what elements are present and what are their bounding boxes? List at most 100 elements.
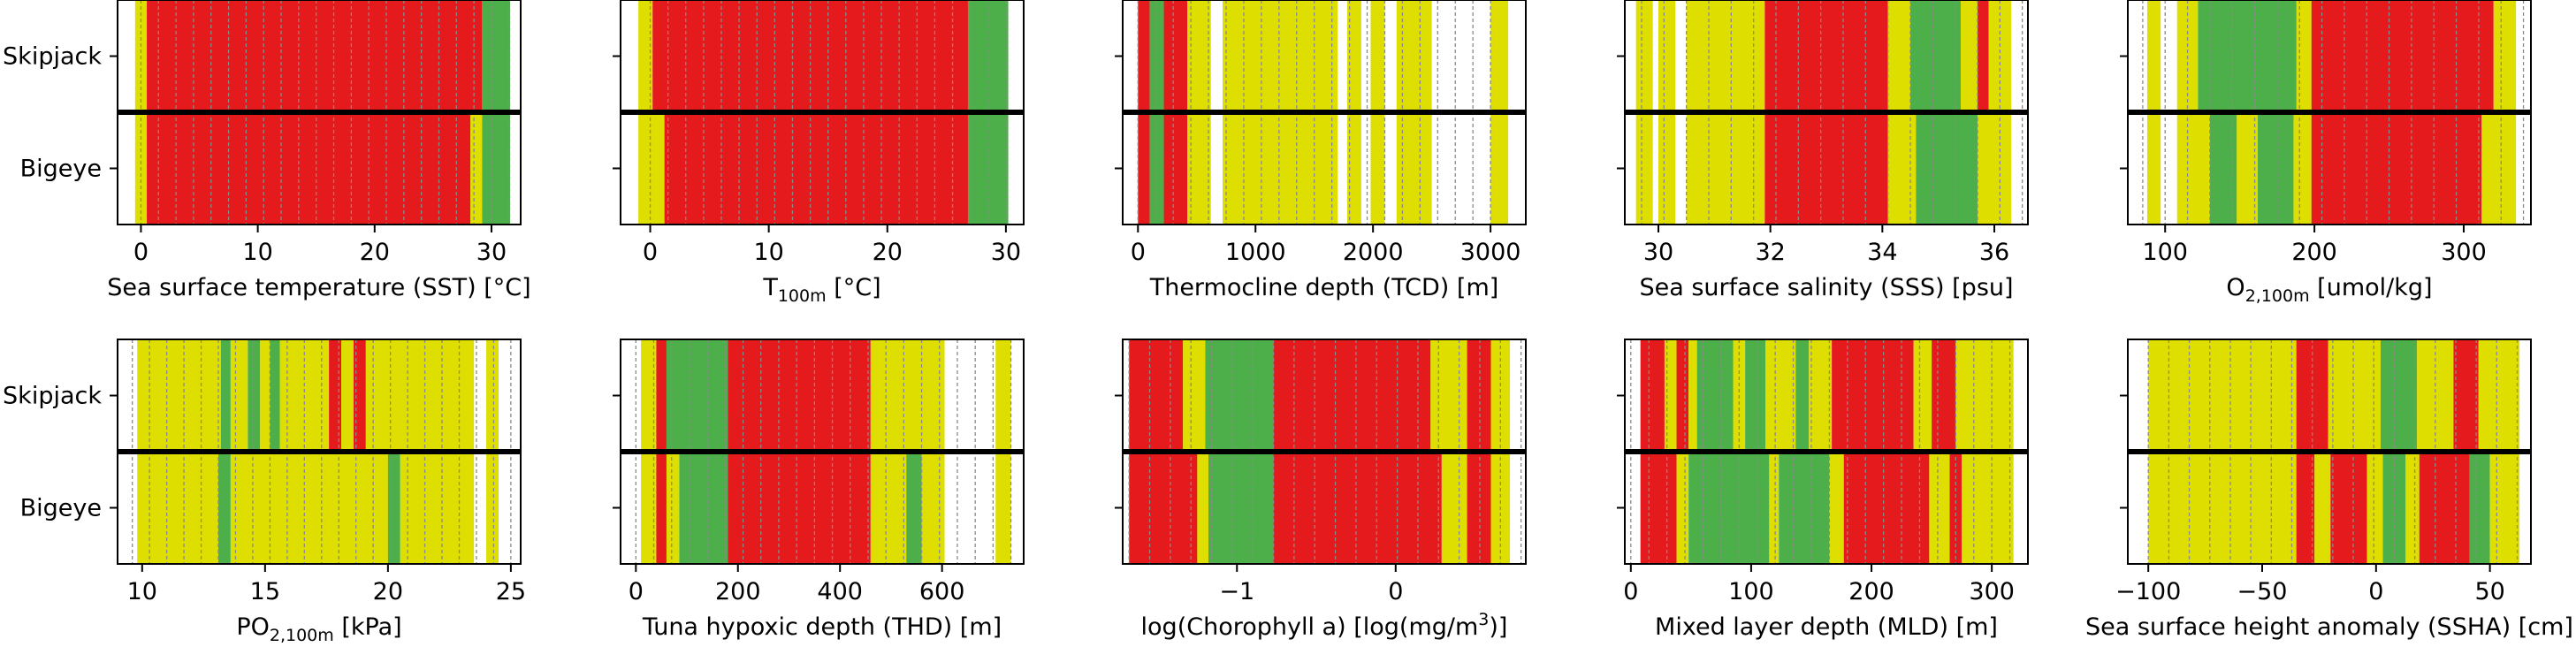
- band-skipjack-yellow: [1809, 339, 1833, 452]
- row-label-skipjack: Skipjack: [3, 43, 102, 71]
- band-skipjack-yellow: [870, 339, 945, 452]
- x-axis-label: Mixed layer depth (MLD) [m]: [1655, 613, 1998, 641]
- band-bigeye-yellow: [1769, 452, 1780, 564]
- band-bigeye-red: [147, 112, 471, 225]
- band-bigeye-yellow: [1197, 452, 1208, 564]
- band-skipjack-green: [2198, 0, 2297, 112]
- band-skipjack-yellow: [1223, 0, 1338, 112]
- band-skipjack-green: [220, 339, 231, 452]
- band-bigeye-green: [1779, 452, 1830, 564]
- band-bigeye-yellow: [2489, 452, 2520, 564]
- band-bigeye-yellow: [1686, 112, 1765, 225]
- band-skipjack-yellow: [230, 339, 248, 452]
- x-tick-label: 25: [496, 578, 526, 605]
- band-bigeye-yellow: [1223, 112, 1338, 225]
- band-bigeye-red: [2311, 112, 2482, 225]
- band-bigeye-green: [387, 452, 400, 564]
- band-skipjack-yellow: [1961, 0, 1978, 112]
- band-bigeye-green: [2257, 112, 2294, 225]
- band-skipjack-yellow: [2148, 339, 2297, 452]
- plot-frame: [620, 0, 1025, 225]
- band-skipjack-green: [1745, 339, 1766, 452]
- band-skipjack-yellow: [1658, 0, 1675, 112]
- band-skipjack-yellow: [641, 339, 657, 452]
- band-skipjack-red: [353, 339, 366, 452]
- band-skipjack-red: [656, 339, 667, 452]
- band-bigeye-yellow: [2146, 112, 2161, 225]
- band-bigeye-yellow: [1962, 452, 2014, 564]
- x-tick-label: 15: [250, 578, 280, 605]
- band-skipjack-yellow: [1664, 339, 1677, 452]
- band-bigeye-yellow: [1887, 112, 1917, 225]
- plot-frame: [1624, 339, 2029, 565]
- band-skipjack-yellow: [1887, 0, 1910, 112]
- band-bigeye-red: [2419, 452, 2470, 564]
- band-bigeye-yellow: [1978, 112, 2011, 225]
- band-bigeye-green: [2469, 452, 2490, 564]
- x-tick-label: 36: [1979, 239, 2009, 266]
- x-tick-label: 0: [1388, 578, 1403, 605]
- band-skipjack-yellow: [260, 339, 271, 452]
- band-bigeye-yellow: [470, 112, 483, 225]
- band-skipjack-yellow: [2146, 0, 2161, 112]
- band-bigeye-yellow: [2293, 112, 2312, 225]
- band-bigeye-green: [679, 452, 728, 564]
- x-axis-label: PO2,100m [kPa]: [236, 613, 401, 645]
- x-tick-label: 0: [133, 239, 149, 266]
- band-bigeye-red: [1138, 112, 1150, 225]
- x-axis-label: Thermocline depth (TCD) [m]: [1149, 274, 1499, 301]
- band-skipjack-yellow: [365, 339, 475, 452]
- band-bigeye-red: [1163, 112, 1188, 225]
- band-bigeye-red: [1640, 452, 1677, 564]
- band-skipjack-green: [1910, 0, 1961, 112]
- x-axis-label: O2,100m [umol/kg]: [2226, 274, 2432, 306]
- band-skipjack-red: [147, 0, 483, 112]
- band-bigeye-yellow: [1929, 452, 1950, 564]
- band-skipjack-red: [1932, 339, 1956, 452]
- band-skipjack-red: [1273, 339, 1431, 452]
- band-bigeye-yellow: [666, 452, 680, 564]
- x-tick-label: 2000: [1343, 239, 1404, 266]
- chart-panel-4: 30 32 34 36 Sea surface salinity (SSS) [psu]: [1617, 0, 2029, 301]
- band-skipjack-yellow: [1183, 339, 1206, 452]
- band-bigeye-yellow: [638, 112, 665, 225]
- plot-frame: [2127, 339, 2532, 565]
- band-skipjack-red: [2453, 339, 2479, 452]
- chart-panel-2: 0 10 20 30 T100m [°C]: [613, 0, 1025, 306]
- band-bigeye-yellow: [230, 452, 388, 564]
- band-skipjack-yellow: [1346, 0, 1361, 112]
- band-skipjack-yellow: [1955, 339, 2014, 452]
- band-bigeye-green: [1208, 452, 1274, 564]
- band-skipjack-yellow: [638, 0, 653, 112]
- x-tick-label: 200: [1848, 578, 1894, 605]
- band-bigeye-yellow: [2176, 112, 2210, 225]
- band-bigeye-green: [1916, 112, 1978, 225]
- band-skipjack-yellow: [2328, 339, 2381, 452]
- row-label-bigeye: Bigeye: [20, 156, 102, 183]
- band-skipjack-red: [1676, 339, 1689, 452]
- band-bigeye-red: [1467, 452, 1491, 564]
- band-skipjack-green: [248, 339, 261, 452]
- band-skipjack-yellow: [1635, 0, 1653, 112]
- band-bigeye-yellow: [486, 452, 499, 564]
- x-tick-label: 400: [817, 578, 863, 605]
- band-bigeye-yellow: [1635, 112, 1653, 225]
- band-bigeye-yellow: [921, 452, 945, 564]
- band-bigeye-red: [1129, 452, 1198, 564]
- band-skipjack-yellow: [1913, 339, 1932, 452]
- band-bigeye-yellow: [1829, 452, 1844, 564]
- band-bigeye-yellow: [2405, 452, 2420, 564]
- x-tick-label: 34: [1867, 239, 1897, 266]
- band-bigeye-yellow: [1346, 112, 1361, 225]
- x-tick-label: 10: [242, 239, 272, 266]
- band-bigeye-green: [1688, 452, 1770, 564]
- band-bigeye-red: [1273, 452, 1442, 564]
- band-bigeye-yellow: [2314, 452, 2331, 564]
- band-skipjack-yellow: [2296, 0, 2312, 112]
- band-skipjack-green: [1696, 339, 1734, 452]
- x-tick-label: 0: [1131, 239, 1146, 266]
- band-skipjack-yellow: [1396, 0, 1432, 112]
- band-skipjack-red: [1832, 339, 1914, 452]
- x-axis-label: Sea surface height anomaly (SSHA) [cm]: [2085, 613, 2573, 641]
